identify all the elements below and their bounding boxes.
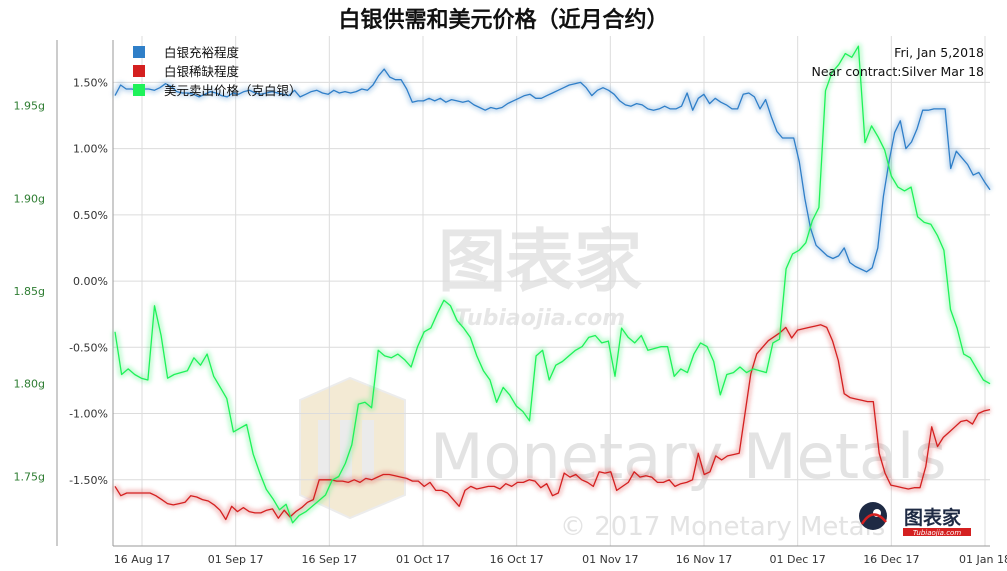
watermark-copyright: © 2017 Monetary Metals [560,512,885,542]
legend[interactable]: 白银充裕程度 白银稀缺程度 美元卖出价格（克白银） [133,45,302,98]
x-tick-label: 16 Oct 17 [490,553,544,566]
x-tick-label: 16 Dec 17 [863,553,919,566]
tubiaojia-logo-text: 图表家 [904,506,962,529]
chart-title: 白银供需和美元价格（近月合约） [338,8,669,33]
watermark-group: Monetary Metals © 2017 Monetary Metals 图… [299,223,947,542]
info-contract: Near contract:Silver Mar 18 [812,64,985,79]
y-tick-label-price: 1.90g [14,192,45,205]
info-box: Fri, Jan 5,2018 Near contract:Silver Mar… [812,45,985,79]
series-line-2[interactable] [114,45,991,524]
y-tick-label-percent: 0.00% [73,275,108,288]
grid-lines [113,36,990,546]
x-tick-label: 01 Oct 17 [396,553,450,566]
legend-swatch-price [133,84,145,96]
legend-swatch-abundance [133,46,145,58]
y-tick-label-percent: -1.00% [69,408,108,421]
y-tick-label-percent: -1.50% [69,474,108,487]
y-tick-label-price: 1.95g [14,100,45,113]
y-tick-label-price: 1.80g [14,378,45,391]
x-tick-label: 01 Sep 17 [208,553,264,566]
y-tick-label-price: 1.75g [14,470,45,483]
x-tick-label: 16 Sep 17 [301,553,357,566]
y-tick-label-percent: 1.50% [73,76,108,89]
legend-label-price[interactable]: 美元卖出价格（克白银） [164,83,302,98]
info-date: Fri, Jan 5,2018 [894,45,984,60]
tick-labels: 16 Aug 17 01 Sep 17 16 Sep 17 01 Oct 17 16 O… [14,76,1007,566]
legend-swatch-scarcity [133,65,145,77]
tubiaojia-logo: 图表家 Tubiaojia.com [859,502,971,537]
watermark-tubiaojia-url: Tubiaojia.com [455,306,625,331]
series-line-1[interactable] [114,324,991,521]
x-tick-label: 01 Nov 17 [582,553,638,566]
series-line-layer [114,45,991,524]
x-tick-label: 01 Dec 17 [770,553,826,566]
x-tick-label: 01 Jan 18 [959,553,1007,566]
x-tick-label: 16 Nov 17 [676,553,732,566]
axes [56,40,990,547]
series-line-0[interactable] [114,68,991,273]
y-tick-label-price: 1.85g [14,285,45,298]
y-tick-label-percent: 1.00% [73,143,108,156]
legend-label-abundance[interactable]: 白银充裕程度 [164,45,240,60]
y-tick-label-percent: -0.50% [69,341,108,354]
tubiaojia-logo-url: Tubiaojia.com [913,529,962,537]
x-tick-label: 16 Aug 17 [114,553,170,566]
tubiaojia-logo-icon [859,502,887,530]
legend-label-scarcity[interactable]: 白银稀缺程度 [164,64,240,79]
y-tick-label-percent: 0.50% [73,209,108,222]
watermark-tubiaojia: 图表家 [438,223,642,302]
